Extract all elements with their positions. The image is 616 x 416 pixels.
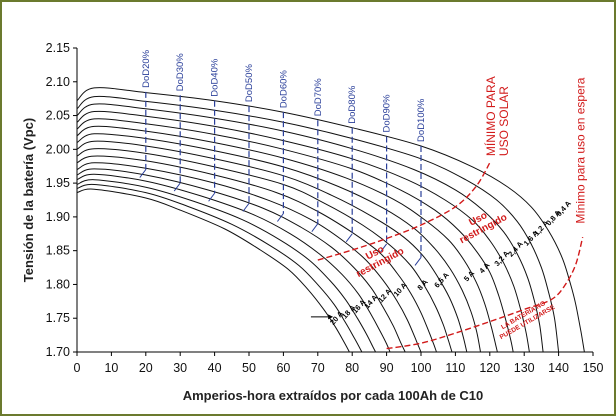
discharge-curve bbox=[76, 173, 391, 353]
x-tick-label: 0 bbox=[74, 361, 81, 375]
solar-limit-label-line: MÍNIMO PARA bbox=[483, 76, 498, 156]
dod-step bbox=[242, 203, 250, 212]
discharge-curve bbox=[76, 103, 544, 353]
dod-step bbox=[311, 223, 319, 232]
dod-label: DoD70% bbox=[313, 78, 324, 117]
curve-current-label: 8 A bbox=[415, 277, 430, 292]
x-axis-title: Amperios-hora extraídos por cada 100Ah d… bbox=[183, 388, 484, 403]
discharge-curve bbox=[76, 148, 453, 353]
curve-current-label: 12 A bbox=[376, 286, 393, 304]
zone-label: LA BATERIA NOPUEDE UTILIZARSE bbox=[495, 297, 557, 342]
y-tick-label: 1.85 bbox=[46, 244, 70, 258]
dod-step bbox=[208, 192, 216, 202]
discharge-curve bbox=[76, 118, 514, 353]
discharge-curve bbox=[76, 179, 377, 353]
dod-step bbox=[414, 257, 422, 266]
discharge-curve bbox=[76, 168, 406, 353]
y-tick-label: 2.15 bbox=[46, 41, 70, 55]
discharge-curve bbox=[76, 140, 468, 353]
dod-step bbox=[380, 243, 388, 253]
standby-limit-label: Mínimo para uso en espera bbox=[573, 77, 587, 223]
axes: 1.70 1.75 1.80 1.85 1.90 1.95 2.00 2.05 2.10 2.15… bbox=[46, 41, 604, 375]
x-tick-label: 80 bbox=[345, 361, 359, 375]
x-tick-label: 120 bbox=[479, 361, 500, 375]
y-tick-label: 1.95 bbox=[46, 176, 70, 190]
x-tick-label: 150 bbox=[583, 361, 604, 375]
solar-limit-line bbox=[317, 162, 491, 261]
discharge-curve bbox=[76, 95, 560, 353]
x-tick-label: 110 bbox=[445, 361, 465, 375]
x-tick-label: 90 bbox=[380, 361, 394, 375]
x-tick-label: 10 bbox=[104, 361, 118, 375]
x-tick-label: 100 bbox=[411, 361, 432, 375]
curve-arrow-head bbox=[328, 314, 334, 320]
dod-step bbox=[276, 213, 284, 222]
solar-limit-label: MÍNIMO PARAUSO SOLAR bbox=[483, 76, 511, 156]
x-tick-label: 20 bbox=[139, 361, 153, 375]
limit-lines bbox=[317, 162, 584, 350]
y-tick-label: 1.80 bbox=[46, 277, 70, 291]
y-tick-label: 1.70 bbox=[46, 345, 70, 359]
dod-label: DoD50% bbox=[244, 64, 255, 103]
y-tick-label: 2.10 bbox=[46, 75, 70, 89]
x-tick-label: 130 bbox=[514, 361, 535, 375]
curve-current-label: 10 A bbox=[392, 280, 409, 298]
dod-label: DoD80% bbox=[347, 85, 358, 124]
dod-label: DoD20% bbox=[141, 49, 152, 88]
curve-current-label: 5 A bbox=[462, 268, 477, 283]
y-tick-label: 1.90 bbox=[46, 210, 70, 224]
x-tick-label: 60 bbox=[276, 361, 290, 375]
y-tick-label: 2.05 bbox=[46, 109, 70, 123]
x-tick-label: 40 bbox=[208, 361, 222, 375]
x-tick-label: 50 bbox=[242, 361, 256, 375]
discharge-curve bbox=[76, 155, 437, 353]
dod-step bbox=[139, 169, 147, 178]
y-axis-title: Tensión de la batería (Vpc) bbox=[21, 118, 36, 282]
discharge-curve bbox=[76, 188, 350, 353]
standby-limit-line bbox=[386, 237, 584, 350]
x-tick-label: 140 bbox=[548, 361, 569, 375]
dod-step bbox=[345, 233, 353, 243]
x-tick-label: 70 bbox=[311, 361, 325, 375]
dod-label: DoD100% bbox=[416, 98, 427, 142]
discharge-curve bbox=[76, 110, 530, 353]
x-tick-label: 30 bbox=[173, 361, 187, 375]
y-tick-label: 1.75 bbox=[46, 311, 70, 325]
dod-step bbox=[173, 182, 181, 192]
dod-label: DoD90% bbox=[382, 94, 393, 133]
discharge-curve bbox=[76, 133, 481, 353]
dod-lines: DoD20% DoD30% DoD40% DoD50% DoD60% DoD70% DoD8… bbox=[139, 49, 427, 266]
dod-label: DoD60% bbox=[278, 70, 289, 109]
dod-label: DoD30% bbox=[175, 53, 186, 92]
discharge-curve bbox=[76, 183, 363, 353]
y-tick-label: 2.00 bbox=[46, 142, 70, 156]
discharge-curve bbox=[76, 125, 498, 353]
discharge-curve bbox=[76, 162, 422, 353]
dod-label: DoD40% bbox=[210, 58, 221, 97]
solar-limit-label-line: USO SOLAR bbox=[497, 86, 511, 156]
